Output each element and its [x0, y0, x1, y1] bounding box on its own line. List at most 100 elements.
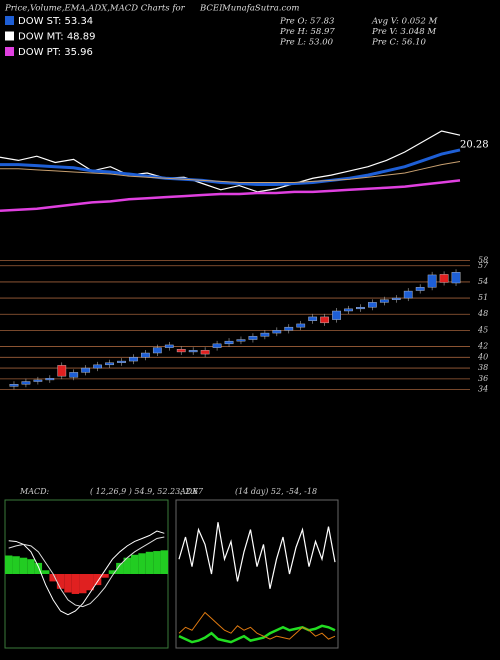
legend-label: DOW PT: 35.96 [18, 47, 93, 58]
histogram-bar [138, 553, 146, 574]
adx-line [178, 611, 336, 640]
histogram-bar [34, 562, 43, 574]
candle [200, 350, 210, 355]
histogram-bar [42, 570, 50, 574]
histogram-bar [19, 557, 28, 574]
candle [45, 378, 55, 381]
annotation: 20.28 [460, 140, 489, 151]
stat: Pre V: 3.048 M [371, 27, 436, 37]
panel-params: (14 day) 52, -54, -18 [235, 487, 317, 496]
histogram-bar [12, 556, 20, 574]
histogram-bar [27, 559, 35, 574]
histogram-bar [130, 554, 139, 574]
candle [188, 350, 198, 353]
histogram-bar [71, 574, 80, 594]
histogram-bar [86, 574, 94, 591]
histogram-bar [56, 574, 65, 589]
ema-line [0, 179, 461, 213]
candle [93, 364, 102, 369]
y-tick-label: 57 [478, 261, 489, 270]
site: MunafaSutra.com [221, 4, 299, 14]
histogram-bar [49, 574, 57, 582]
candle [403, 290, 413, 299]
legend-swatch [5, 47, 14, 56]
panel [175, 499, 339, 649]
macd-line [8, 530, 165, 616]
candle [21, 381, 31, 385]
y-tick-label: 51 [478, 293, 488, 302]
panel-title: ADX [179, 487, 198, 496]
y-tick-label: 48 [477, 309, 488, 318]
candle [164, 344, 174, 348]
legend-swatch [5, 16, 14, 25]
candle [224, 340, 234, 345]
y-tick-label: 58 [478, 255, 488, 264]
stat: Pre H: 58.97 [279, 27, 335, 37]
candle [33, 379, 43, 382]
legend-label: DOW ST: 53.34 [18, 16, 93, 27]
ema-line [0, 130, 461, 193]
candle [284, 326, 294, 331]
panel-title: MACD: [19, 487, 50, 496]
candle [176, 349, 186, 353]
legend-label: DOW MT: 48.89 [18, 32, 95, 43]
ema-line [0, 160, 461, 183]
candle [391, 297, 401, 300]
histogram-bar [101, 574, 109, 578]
candle [427, 274, 437, 288]
candle [320, 316, 329, 324]
adx-line [178, 522, 336, 589]
candle [129, 357, 138, 362]
candle [308, 316, 318, 321]
candle [152, 347, 162, 354]
y-tick-label: 40 [477, 352, 488, 361]
histogram-bar [93, 574, 102, 586]
ema-line [0, 148, 461, 187]
candle [296, 323, 306, 328]
candle [451, 272, 461, 284]
candle [332, 310, 341, 320]
candle [141, 352, 150, 358]
histogram-bar [79, 574, 87, 594]
stat: Pre L: 53.00 [279, 38, 334, 48]
macd-line [8, 536, 165, 608]
y-tick-label: 45 [477, 325, 488, 334]
panel-params: ( 12,26,9 ) 54.9, 52.23, 2.67 [90, 487, 204, 496]
histogram-bar [160, 550, 168, 574]
y-tick-label: 54 [478, 277, 488, 286]
symbol: BCEI [199, 4, 223, 14]
histogram-bar [108, 570, 117, 574]
histogram-bar [153, 551, 161, 574]
candle [105, 362, 114, 366]
candle [272, 330, 282, 334]
candle [379, 299, 389, 303]
candle [9, 384, 19, 387]
candle [57, 365, 67, 377]
stat: Pre O: 57.83 [279, 17, 334, 27]
candle [248, 336, 258, 340]
legend-swatch [5, 31, 14, 41]
histogram-bar [116, 562, 124, 574]
candle [69, 372, 79, 378]
stat: Avg V: 0.052 M [371, 17, 438, 27]
histogram-bar [5, 555, 13, 574]
y-tick-label: 42 [477, 342, 488, 351]
histogram-bar [64, 574, 72, 593]
candle [236, 339, 246, 342]
candle [260, 332, 270, 337]
title: Price,Volume,EMA,ADX,MACD Charts for [4, 4, 186, 14]
candle [415, 287, 425, 291]
histogram-bar [145, 551, 154, 574]
y-tick-label: 34 [478, 385, 488, 394]
histogram-bar [123, 557, 131, 574]
candle [117, 360, 126, 363]
candle [344, 308, 353, 312]
candle [368, 302, 377, 308]
stat: Pre C: 56.10 [371, 38, 427, 48]
candle [439, 274, 449, 283]
candle [212, 343, 222, 348]
candle [356, 307, 365, 310]
y-tick-label: 36 [478, 374, 488, 383]
y-tick-label: 38 [478, 363, 488, 372]
